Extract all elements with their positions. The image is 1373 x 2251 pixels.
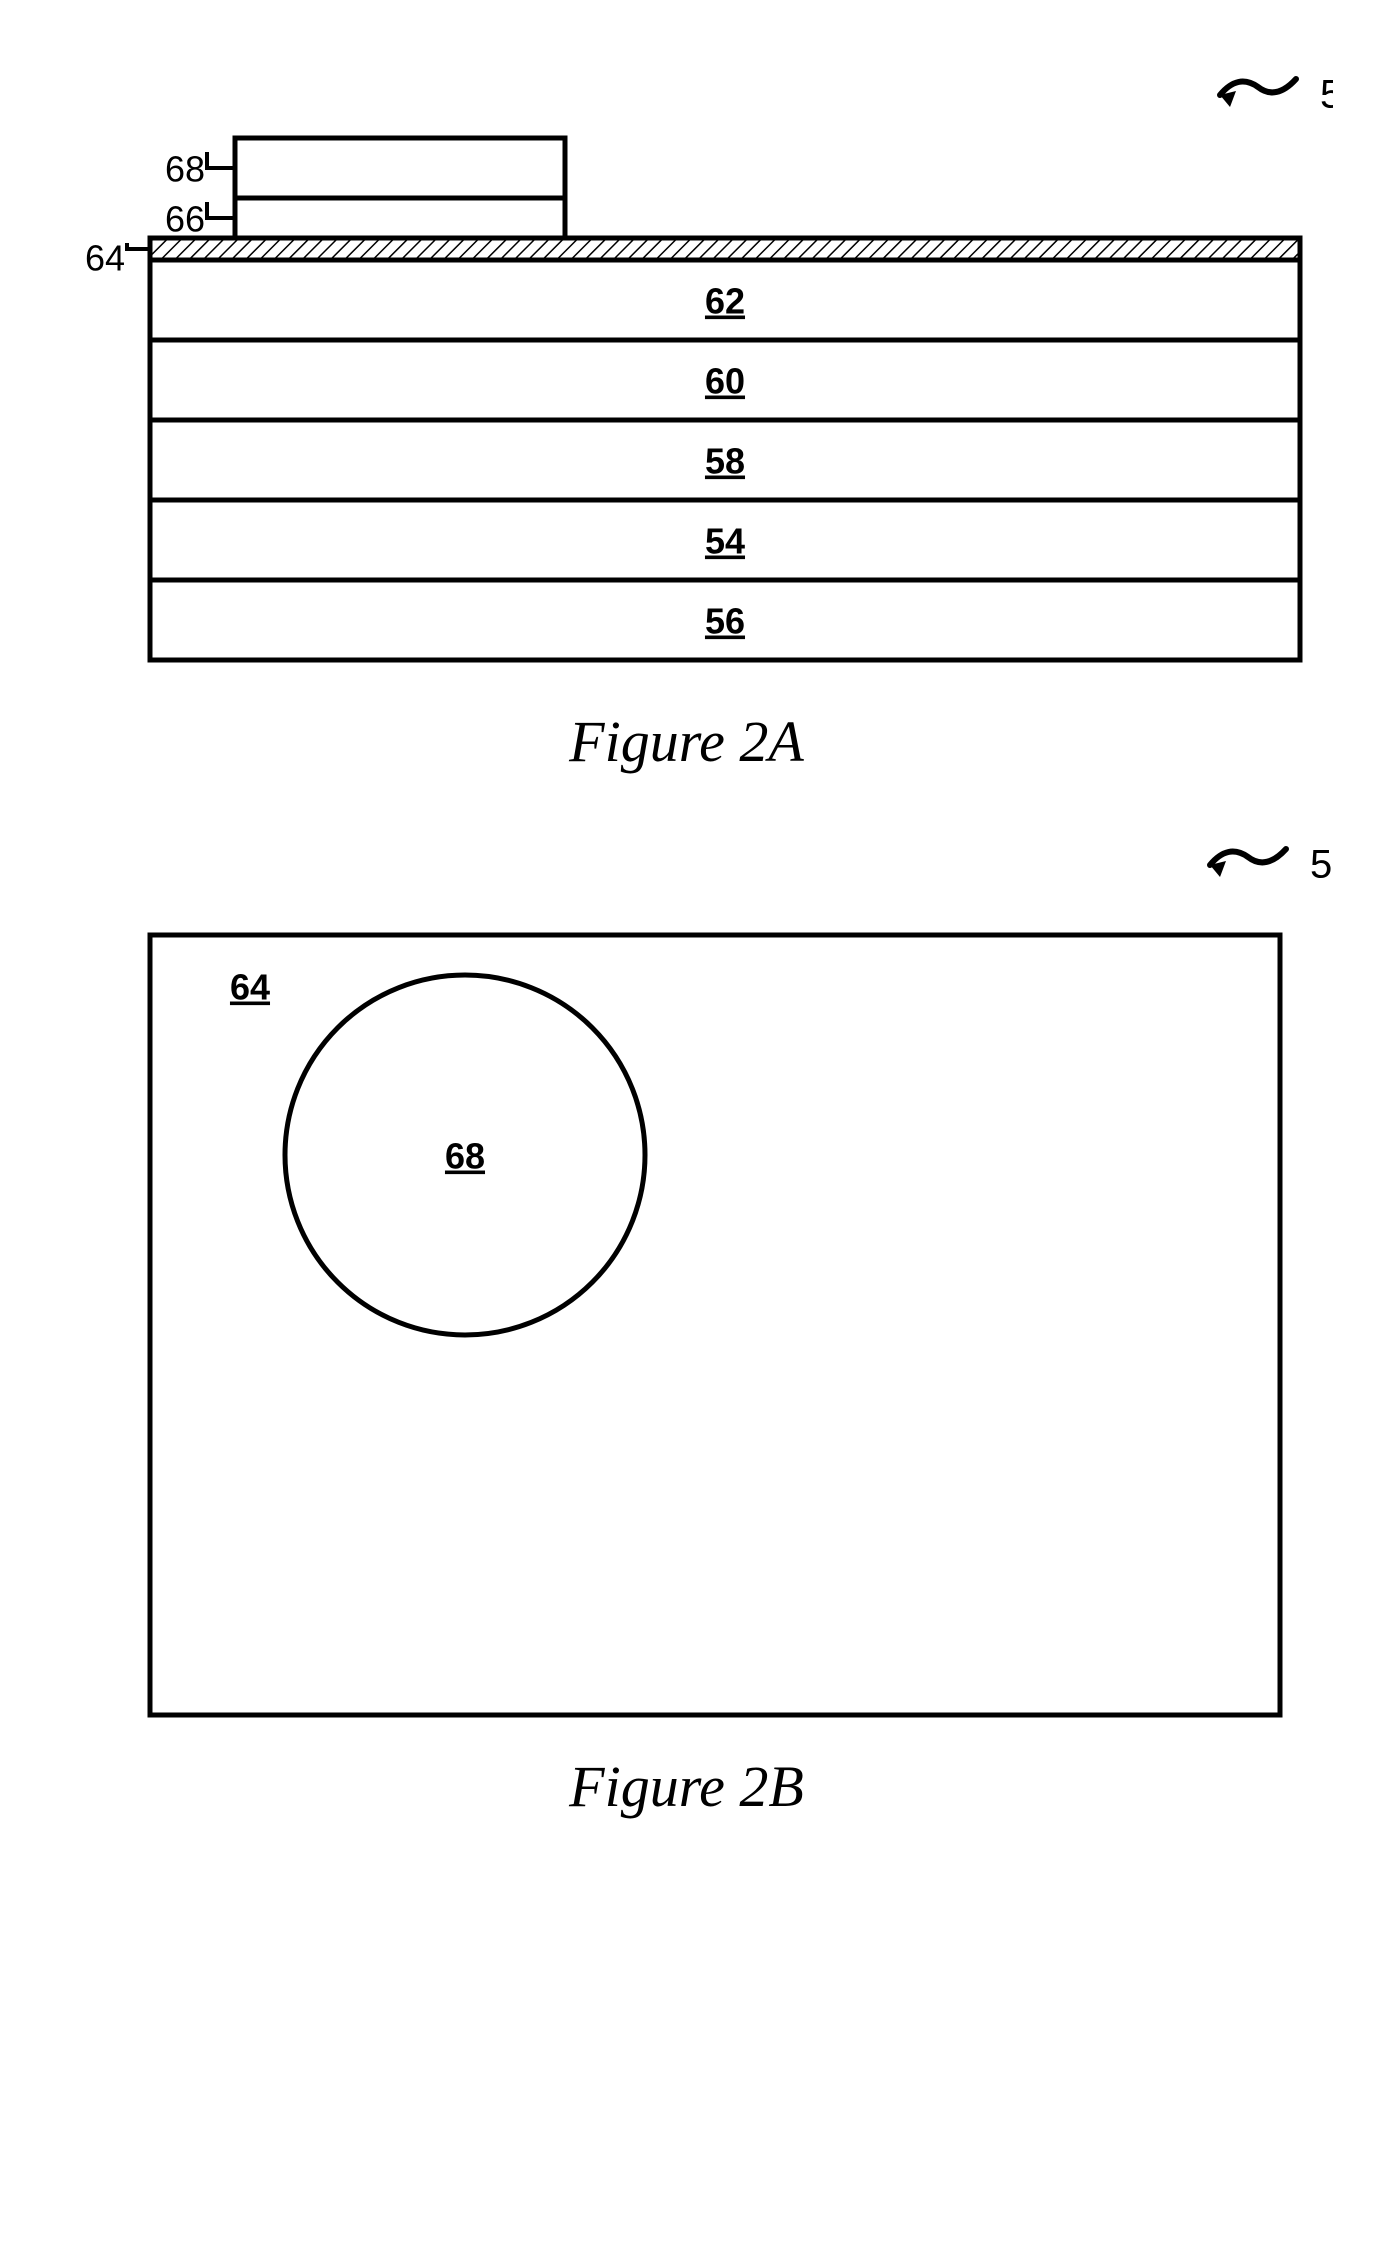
svg-text:68: 68	[445, 1136, 485, 1177]
svg-text:50: 50	[1320, 73, 1333, 117]
figure-2a-svg: 56 54 58 60 62 64 66 68 50	[40, 40, 1333, 690]
svg-text:64: 64	[230, 967, 270, 1008]
figure-2b: 64 68 50 Figure 2B	[40, 815, 1333, 1820]
figure-2a: 56 54 58 60 62 64 66 68 50 Figure 2A	[40, 40, 1333, 775]
svg-text:60: 60	[705, 361, 745, 402]
svg-text:58: 58	[705, 441, 745, 482]
svg-text:62: 62	[705, 281, 745, 322]
svg-text:56: 56	[705, 601, 745, 642]
svg-text:54: 54	[705, 521, 745, 562]
svg-text:66: 66	[165, 199, 205, 240]
figure-2b-caption: Figure 2B	[40, 1753, 1333, 1820]
svg-text:50: 50	[1310, 843, 1333, 887]
svg-text:64: 64	[85, 238, 125, 279]
figure-2b-svg: 64 68 50	[40, 815, 1333, 1735]
figure-2a-caption: Figure 2A	[40, 708, 1333, 775]
svg-text:68: 68	[165, 149, 205, 190]
